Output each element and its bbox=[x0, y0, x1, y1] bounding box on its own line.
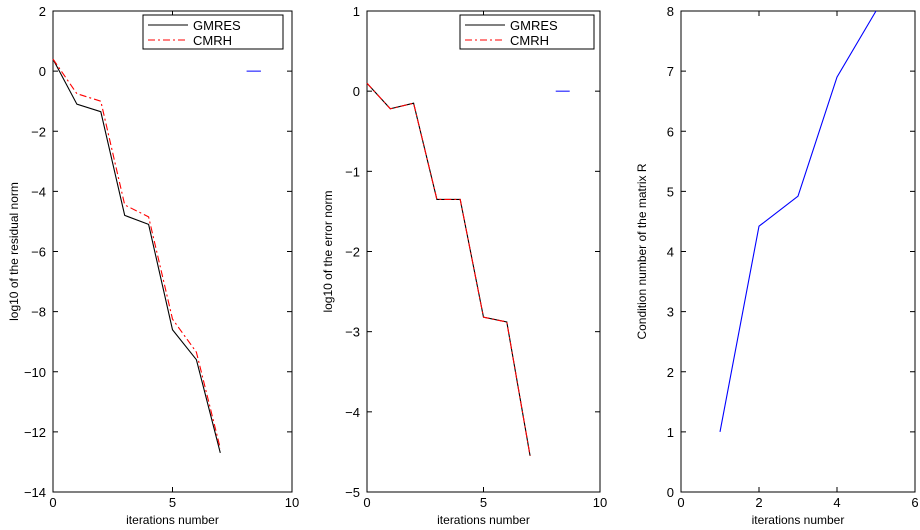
x-tick-label: 0 bbox=[49, 495, 56, 510]
y-tick-label: 0 bbox=[39, 64, 46, 79]
y-tick-label: 1 bbox=[667, 425, 674, 440]
chart-panel-1: 0 5 10 −14 −12 −10 −8 −6 −4 −2 0 2 iterations number… bbox=[7, 4, 299, 527]
cmrh-series-line bbox=[52, 58, 221, 449]
legend-label: GMRES bbox=[193, 18, 241, 33]
y-tick-label: 2 bbox=[39, 4, 46, 19]
plot-frame bbox=[366, 10, 601, 493]
gmres-series-line bbox=[366, 82, 531, 456]
y-tick-label: 1 bbox=[353, 4, 360, 19]
y-tick-label: −4 bbox=[31, 184, 46, 199]
y-tick-label: −1 bbox=[345, 164, 360, 179]
x-tick-label: 10 bbox=[285, 495, 299, 510]
y-tick-label: −12 bbox=[24, 425, 46, 440]
legend-label: CMRH bbox=[193, 33, 232, 48]
y-tick-label: 4 bbox=[667, 245, 674, 260]
legend-label: CMRH bbox=[510, 33, 549, 48]
y-tick-label: 7 bbox=[667, 64, 674, 79]
legend-box bbox=[459, 14, 595, 50]
y-tick-label: −5 bbox=[345, 485, 360, 500]
y-tick-label: −2 bbox=[31, 124, 46, 139]
x-tick-label: 0 bbox=[363, 495, 370, 510]
y-tick-label: −8 bbox=[31, 305, 46, 320]
y-axis-label: log10 of the residual norm bbox=[7, 182, 21, 321]
cmrh-series-line bbox=[366, 82, 531, 456]
legend-box bbox=[142, 14, 284, 50]
gmres-series-line bbox=[52, 58, 221, 454]
y-tick-label: 2 bbox=[667, 365, 674, 380]
x-axis-label: iterations number bbox=[126, 513, 219, 527]
y-tick-label: 5 bbox=[667, 184, 674, 199]
chart-panel-3: 0 2 4 6 0 1 2 3 4 5 6 7 8 iterations number Condition … bbox=[635, 4, 919, 527]
x-tick-label: 5 bbox=[169, 495, 176, 510]
plot-frame bbox=[52, 10, 293, 493]
x-tick-label: 10 bbox=[593, 495, 607, 510]
plot-frame bbox=[680, 10, 916, 493]
y-tick-label: 0 bbox=[353, 84, 360, 99]
y-tick-label: 0 bbox=[667, 485, 674, 500]
x-axis-label: iterations number bbox=[752, 513, 845, 527]
x-tick-label: 5 bbox=[480, 495, 487, 510]
y-tick-label: 3 bbox=[667, 305, 674, 320]
y-axis-label: log10 of the error norm bbox=[321, 190, 335, 312]
x-tick-label: 4 bbox=[833, 495, 840, 510]
y-tick-label: −6 bbox=[31, 245, 46, 260]
y-axis-label: Condition number of the matrix R bbox=[635, 163, 649, 339]
y-tick-label: −4 bbox=[345, 405, 360, 420]
y-tick-label: 8 bbox=[667, 4, 674, 19]
x-tick-label: 0 bbox=[677, 495, 684, 510]
y-tick-label: −3 bbox=[345, 325, 360, 340]
y-tick-label: −10 bbox=[24, 365, 46, 380]
x-tick-label: 6 bbox=[911, 495, 918, 510]
y-tick-label: −14 bbox=[24, 485, 46, 500]
y-tick-label: 6 bbox=[667, 124, 674, 139]
y-tick-label: −2 bbox=[345, 245, 360, 260]
x-tick-label: 2 bbox=[755, 495, 762, 510]
legend-label: GMRES bbox=[510, 18, 558, 33]
chart-panel-2: 0 5 10 −5 −4 −3 −2 −1 0 1 iterations number log10 o… bbox=[321, 4, 607, 527]
x-axis-label: iterations number bbox=[437, 513, 530, 527]
series-line bbox=[719, 10, 877, 433]
